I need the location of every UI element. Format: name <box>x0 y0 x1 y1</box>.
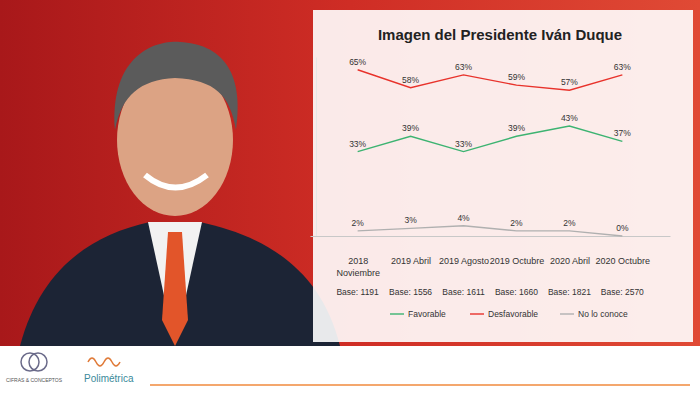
hair <box>115 42 238 130</box>
x-tick: 2018Noviembre <box>336 236 380 278</box>
data-label: 39% <box>508 123 525 133</box>
smile <box>145 175 207 188</box>
series-line <box>358 126 623 152</box>
series-line <box>358 226 623 236</box>
portrait <box>20 42 340 346</box>
x-tick-label: 2020 Abril <box>550 256 590 266</box>
data-label: 2% <box>351 218 364 228</box>
base-labels: Base: 1191 Base: 1556 Base: 1611 Base: 1660… <box>336 287 644 297</box>
data-label: 43% <box>561 113 578 123</box>
legend-label: Desfavorable <box>488 309 538 319</box>
x-tick: 2020 Octubre <box>596 236 651 266</box>
data-label: 2% <box>510 218 523 228</box>
data-label: 58% <box>402 75 419 85</box>
x-tick-label: 2019 Abril <box>391 256 431 266</box>
y-axis <box>316 58 317 237</box>
base-label: Base: 1556 <box>389 287 432 297</box>
x-axis-line <box>311 236 671 237</box>
logo-icon <box>88 358 120 366</box>
x-tick-label: 2018Noviembre <box>336 256 380 278</box>
x-tick: 2020 Abril <box>550 236 590 266</box>
series-line <box>358 70 623 90</box>
logo-icon <box>29 353 47 371</box>
legend: Favorable Desfavorable No lo conoce <box>390 309 628 319</box>
y-axis-line <box>316 58 317 237</box>
data-labels: 33% 39% 33% 39% 43% 37% 65% 58% 63% 59% 57% 63% 2% 3%… <box>349 57 631 233</box>
chart-panel <box>313 10 693 342</box>
base-label: Base: 2570 <box>601 287 644 297</box>
plot-area <box>358 70 623 236</box>
chart-title: Imagen del Presidente Iván Duque <box>378 26 622 43</box>
data-label: 33% <box>349 139 366 149</box>
base-label: Base: 1611 <box>442 287 485 297</box>
data-label: 37% <box>614 128 631 138</box>
base-label: Base: 1660 <box>495 287 538 297</box>
data-label: 3% <box>404 215 417 225</box>
base-label: Base: 1821 <box>548 287 591 297</box>
footer-band <box>0 346 700 393</box>
chart-root: Imagen del Presidente Iván Duque 2018Novi… <box>0 0 700 393</box>
data-label: 0% <box>616 223 629 233</box>
data-label: 63% <box>614 62 631 72</box>
logo-icon <box>21 353 39 371</box>
x-tick-label: 2019 Agosto <box>439 256 489 266</box>
legend-swatch <box>560 313 574 314</box>
logo-text: CIFRAS & CONCEPTOS <box>6 377 63 383</box>
data-label: 39% <box>402 123 419 133</box>
background <box>0 0 700 346</box>
legend-swatch <box>390 313 404 314</box>
x-tick: 2019 Octubre <box>490 236 545 266</box>
legend-swatch <box>470 313 484 314</box>
data-label: 59% <box>508 72 525 82</box>
data-label: 57% <box>561 77 578 87</box>
tie <box>162 232 188 346</box>
base-label: Base: 1191 <box>336 287 379 297</box>
x-tick-label: 2019 Octubre <box>490 256 545 266</box>
x-tick: 2019 Agosto <box>439 236 489 266</box>
x-tick: 2019 Abril <box>391 236 431 266</box>
x-axis: 2018Noviembre 2019 Abril 2019 Agosto2019 O… <box>311 236 671 278</box>
suit <box>20 222 340 346</box>
x-tick-label: 2020 Octubre <box>596 256 651 266</box>
data-label: 65% <box>349 57 366 67</box>
legend-label: No lo conoce <box>578 309 628 319</box>
footer-rule <box>150 384 690 386</box>
legend-label: Favorable <box>408 309 446 319</box>
data-label: 33% <box>455 139 472 149</box>
data-label: 4% <box>457 213 470 223</box>
logo-text: Polimétrica <box>84 373 134 384</box>
data-label: 2% <box>563 218 576 228</box>
data-label: 63% <box>455 62 472 72</box>
